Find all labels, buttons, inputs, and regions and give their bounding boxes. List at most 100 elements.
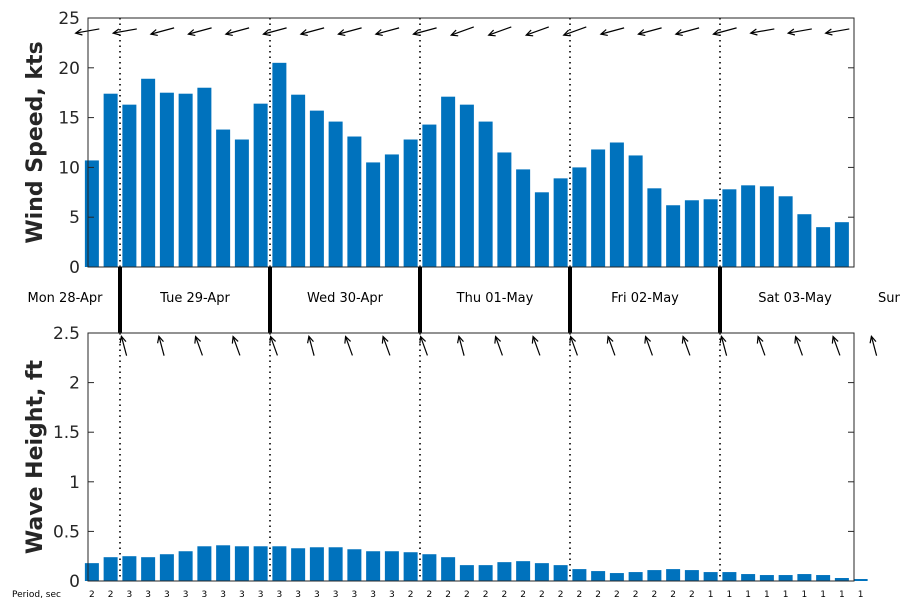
wind-arrow-head xyxy=(374,29,383,37)
wind-bar xyxy=(516,169,531,267)
wind-bar xyxy=(778,196,793,267)
day-labels-row: Mon 28-Apr Tue 29-Apr Wed 30-Apr Thu 01-May… xyxy=(28,267,900,333)
period-value: 2 xyxy=(483,590,489,600)
wave-bar xyxy=(609,573,624,581)
wind-bar xyxy=(441,96,456,268)
wind-bar xyxy=(572,167,587,267)
wave-bar xyxy=(441,557,456,581)
wave-arrow-head xyxy=(269,335,277,344)
wave-direction-arrow xyxy=(157,335,165,356)
wave-bar xyxy=(234,546,249,581)
wave-bar xyxy=(291,548,306,581)
period-value: 3 xyxy=(277,590,283,600)
wind-arrow-shaft xyxy=(300,27,325,35)
wind-direction-arrow xyxy=(262,27,287,37)
wave-arrow-shaft xyxy=(532,336,541,356)
wave-direction-arrow xyxy=(719,335,728,356)
wave-arrow-head xyxy=(719,335,727,344)
wave-y-axis-label: Wave Height, ft xyxy=(23,359,48,554)
wind-bar xyxy=(534,192,549,267)
period-value: 1 xyxy=(839,590,845,600)
wave-direction-arrow xyxy=(194,335,203,356)
period-label: Period, sec xyxy=(12,590,61,600)
wind-arrow-head xyxy=(599,29,608,37)
wave-arrow-shaft xyxy=(308,336,315,356)
wind-arrow-shaft xyxy=(638,27,662,35)
wave-bar xyxy=(797,574,812,581)
wind-direction-arrow xyxy=(487,26,512,37)
wave-bar xyxy=(778,575,793,581)
wave-direction-arrow xyxy=(569,335,578,356)
wave-arrow-head xyxy=(531,335,539,344)
wind-bar xyxy=(741,185,756,267)
wave-bar xyxy=(516,561,531,581)
period-value: 3 xyxy=(127,590,133,600)
period-value: 3 xyxy=(389,590,395,600)
period-value: 3 xyxy=(314,590,320,600)
wind-bar xyxy=(141,78,156,267)
wave-bar xyxy=(103,557,118,581)
wave-arrow-shaft xyxy=(458,336,465,356)
wave-arrow-head xyxy=(344,335,352,344)
wind-arrow-head xyxy=(299,29,308,37)
wind-y-tick-label: 20 xyxy=(58,59,80,79)
wind-arrow-shaft xyxy=(788,28,812,34)
day-label: Wed 30-Apr xyxy=(307,291,384,306)
wave-arrow-head xyxy=(569,335,577,344)
wind-bar xyxy=(159,92,174,267)
wind-arrow-head xyxy=(824,28,833,36)
wind-direction-arrow xyxy=(187,27,212,37)
wave-bar xyxy=(141,557,156,581)
wind-direction-arrow xyxy=(824,28,850,36)
period-value: 1 xyxy=(820,590,826,600)
wind-bar xyxy=(422,124,437,267)
wave-bar xyxy=(834,578,849,581)
wind-arrow-head xyxy=(487,29,496,37)
wave-arrow-head xyxy=(681,335,689,344)
wave-y-tick-label: 1.5 xyxy=(53,423,80,443)
period-value: 3 xyxy=(183,590,189,600)
wind-arrow-shaft xyxy=(713,27,737,35)
wave-arrow-head xyxy=(307,335,314,344)
wind-arrow-head xyxy=(749,28,758,36)
wave-arrow-shaft xyxy=(158,336,165,356)
wave-direction-arrow xyxy=(644,335,653,356)
wind-y-tick-label: 5 xyxy=(69,208,80,228)
wind-bar xyxy=(628,155,643,267)
wave-arrow-shaft xyxy=(382,336,391,356)
wind-arrow-shaft xyxy=(750,28,775,34)
wind-arrow-head xyxy=(674,29,683,37)
wind-direction-arrow xyxy=(749,28,775,36)
wave-bar xyxy=(122,556,137,581)
wind-direction-arrow xyxy=(412,27,437,37)
period-value: 2 xyxy=(670,590,676,600)
wind-arrow-head xyxy=(712,29,721,37)
wind-bar xyxy=(609,142,624,267)
wave-arrow-shaft xyxy=(832,336,841,356)
wind-arrow-head xyxy=(524,29,534,37)
wave-arrow-head xyxy=(457,335,464,344)
wave-arrow-head xyxy=(606,335,614,344)
wind-arrow-shaft xyxy=(263,27,287,35)
wave-arrow-shaft xyxy=(795,336,803,356)
wave-bar xyxy=(647,570,662,581)
wind-arrow-shaft xyxy=(675,27,700,35)
period-value: 3 xyxy=(370,590,376,600)
day-label: Sun xyxy=(878,291,900,306)
wind-bar xyxy=(816,227,831,267)
day-label: Fri 02-May xyxy=(611,291,679,306)
wave-bar xyxy=(178,551,193,581)
wind-bar xyxy=(216,129,231,267)
wind-arrow-head xyxy=(111,28,121,36)
period-value: 1 xyxy=(783,590,789,600)
wind-bar xyxy=(366,162,381,267)
period-value: 3 xyxy=(239,590,245,600)
wave-direction-arrow xyxy=(119,335,128,356)
period-value: 2 xyxy=(539,590,545,600)
wind-y-tick-label: 0 xyxy=(69,258,80,278)
period-value: 2 xyxy=(689,590,695,600)
wave-arrow-head xyxy=(794,335,802,344)
wave-bar xyxy=(459,565,474,581)
wind-y-axis-label: Wind Speed, kts xyxy=(23,41,48,243)
